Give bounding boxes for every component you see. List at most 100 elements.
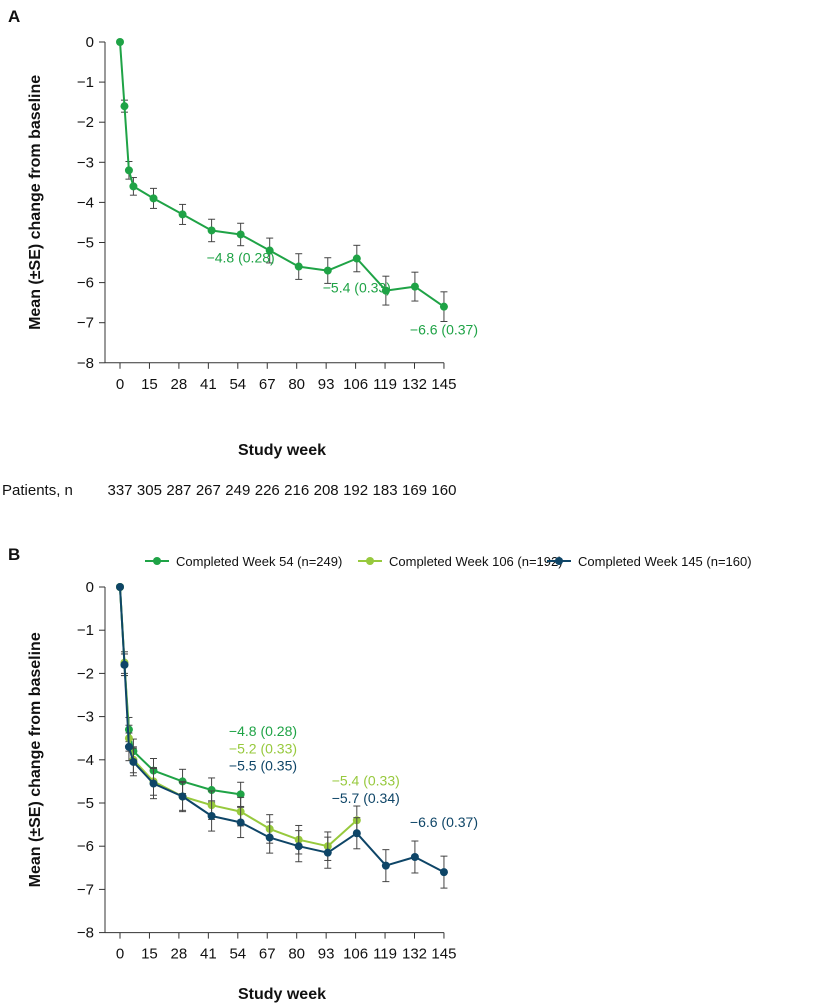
x-tick-label: 106 — [343, 376, 368, 393]
data-point — [116, 38, 124, 46]
y-tick-label: −7 — [77, 315, 94, 332]
x-axis-title: Study week — [238, 442, 326, 459]
x-tick-label: 41 — [200, 376, 217, 393]
data-point — [236, 818, 245, 827]
y-tick-label: −1 — [77, 74, 94, 91]
series-line — [119, 586, 241, 796]
y-tick-label: −3 — [77, 154, 94, 171]
x-tick-label: 132 — [402, 376, 427, 393]
patients-count: 267 — [196, 482, 221, 499]
data-point — [120, 102, 129, 111]
y-tick-label: −7 — [77, 881, 94, 898]
x-tick-label: 0 — [116, 946, 124, 963]
x-tick-label: 80 — [288, 946, 305, 963]
data-point — [294, 842, 303, 851]
value-annotation: −4.8 (0.28) — [229, 723, 297, 739]
series-line — [119, 41, 445, 308]
patients-count: 305 — [137, 482, 162, 499]
x-tick-label: 28 — [171, 376, 188, 393]
data-point — [439, 868, 448, 877]
data-point — [323, 266, 332, 275]
data-point — [207, 226, 216, 235]
patients-count: 183 — [373, 482, 398, 499]
x-tick-label: 80 — [288, 376, 305, 393]
data-point — [410, 853, 419, 861]
data-point — [352, 254, 361, 263]
y-tick-label: 0 — [86, 579, 94, 596]
legend-swatch-marker — [366, 557, 374, 565]
y-tick-label: −2 — [77, 665, 94, 682]
x-tick-label: 145 — [431, 946, 456, 963]
legend-label: Completed Week 106 (n=192) — [389, 554, 563, 569]
patients-count: 208 — [314, 482, 339, 499]
x-tick-label: 28 — [171, 946, 188, 963]
patients-count: 169 — [402, 482, 427, 499]
value-annotation: −6.6 (0.37) — [410, 322, 478, 338]
data-point — [129, 757, 138, 766]
x-tick-label: 145 — [431, 376, 456, 393]
y-tick-label: −5 — [77, 235, 94, 252]
value-annotation: −5.7 (0.34) — [332, 790, 400, 806]
data-point — [178, 210, 187, 219]
y-tick-label: −4 — [77, 752, 94, 769]
patients-count: 226 — [255, 482, 280, 499]
y-axis-title: Mean (±SE) change from baseline — [27, 75, 44, 330]
data-point — [129, 182, 138, 191]
series-green — [116, 38, 448, 322]
x-tick-label: 119 — [373, 376, 397, 393]
x-tick-label: 106 — [343, 946, 368, 963]
series-navy — [116, 583, 448, 889]
x-tick-label: 93 — [318, 946, 335, 963]
y-tick-label: −8 — [77, 355, 94, 372]
panel-b: B 0 −1 −2 −3 −4 −5 −6 −7 −8 0 15 28 41 54 67 80 93 106 119 1… — [8, 545, 752, 1003]
legend-label: Completed Week 54 (n=249) — [176, 554, 342, 569]
x-tick-label: 54 — [229, 946, 246, 963]
y-tick-label: −8 — [77, 925, 94, 942]
legend-label: Completed Week 145 (n=160) — [578, 554, 752, 569]
patients-count: 287 — [166, 482, 191, 499]
data-point — [236, 790, 245, 799]
data-point — [439, 302, 448, 311]
y-axis-title: Mean (±SE) change from baseline — [27, 632, 44, 887]
data-point — [207, 811, 216, 820]
y-tick-label: −5 — [77, 795, 94, 812]
patients-count: 160 — [431, 482, 456, 499]
patients-count: 337 — [107, 482, 132, 499]
x-tick-label: 119 — [373, 946, 397, 963]
x-tick-label: 132 — [402, 946, 427, 963]
patients-count: 249 — [225, 482, 250, 499]
x-tick-label: 15 — [141, 946, 158, 963]
value-annotation: −5.5 (0.35) — [229, 758, 297, 774]
data-point — [178, 792, 187, 801]
x-tick-label: 67 — [259, 946, 276, 963]
x-tick-label: 93 — [318, 376, 335, 393]
series-lime — [116, 583, 361, 861]
data-point — [120, 660, 129, 669]
patients-count: 192 — [343, 482, 368, 499]
data-point — [265, 833, 274, 842]
data-point — [265, 246, 274, 255]
data-point — [124, 742, 133, 751]
value-annotation: −5.4 (0.33) — [332, 773, 400, 789]
data-point — [294, 262, 303, 271]
data-point — [207, 786, 216, 795]
panel-a: A 0 −1 −2 −3 −4 −5 −6 −7 −8 0 15 28 41 54 67 80 93 106 119 1… — [2, 7, 478, 499]
data-point — [381, 861, 390, 870]
legend-swatch-marker — [555, 557, 563, 565]
panel-letter: A — [8, 7, 20, 26]
data-point — [323, 848, 332, 857]
legend-swatch-marker — [153, 557, 161, 565]
data-point — [352, 829, 361, 838]
x-axis-title: Study week — [238, 986, 326, 1003]
y-tick-label: −1 — [77, 622, 94, 639]
panel-letter: B — [8, 545, 20, 564]
data-point — [149, 194, 158, 203]
value-annotation: −5.4 (0.33) — [323, 280, 391, 296]
y-tick-label: −6 — [77, 838, 94, 855]
value-annotation: −4.8 (0.28) — [207, 250, 275, 266]
data-point — [236, 230, 245, 239]
value-annotation: −5.2 (0.33) — [229, 740, 297, 756]
data-point — [410, 282, 419, 291]
data-point — [381, 286, 390, 295]
